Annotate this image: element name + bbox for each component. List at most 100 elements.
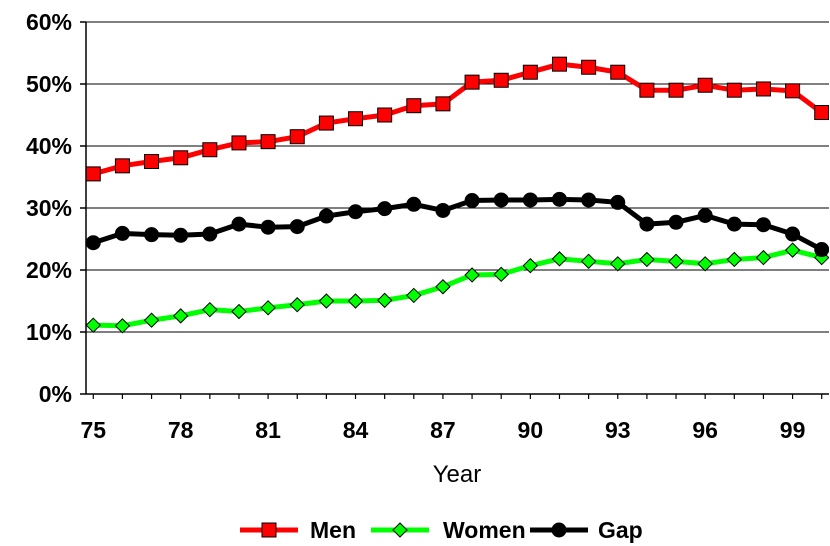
- data-point-men: [231, 135, 247, 151]
- data-point-gap: [318, 208, 334, 224]
- legend-item-women: Women: [371, 517, 526, 543]
- data-point-men: [85, 166, 101, 182]
- series-women: [85, 242, 829, 334]
- series-gap: [85, 191, 829, 258]
- data-point-men: [522, 64, 538, 80]
- x-axis: 75 78 81 84 87 90 93 96 99: [80, 394, 823, 443]
- data-point-gap: [231, 216, 247, 232]
- data-point-gap: [551, 191, 567, 207]
- y-tick-label: 60%: [26, 9, 72, 35]
- data-point-gap: [173, 227, 189, 243]
- x-tick-label: 90: [518, 417, 544, 443]
- legend-marker-men: [261, 522, 277, 538]
- data-point-women: [260, 300, 276, 316]
- data-point-gap: [668, 214, 684, 230]
- data-point-men: [551, 56, 567, 72]
- x-tick-label: 75: [80, 417, 106, 443]
- y-tick-label: 0%: [39, 381, 72, 407]
- data-point-gap: [144, 227, 160, 243]
- data-point-gap: [202, 226, 218, 242]
- data-point-men: [406, 98, 422, 114]
- y-tick-label: 40%: [26, 133, 72, 159]
- data-point-men: [289, 129, 305, 145]
- legend-item-gap: Gap: [530, 517, 643, 543]
- data-point-men: [144, 154, 160, 169]
- legend-label-gap: Gap: [598, 517, 643, 543]
- data-point-men: [639, 82, 655, 98]
- data-point-men: [377, 107, 393, 123]
- data-point-men: [435, 96, 451, 112]
- data-point-women: [522, 257, 539, 274]
- series-line-gap: [92, 196, 823, 252]
- data-point-gap: [114, 225, 130, 241]
- data-point-gap: [639, 216, 655, 232]
- data-point-women: [347, 293, 364, 309]
- data-point-women: [85, 317, 101, 333]
- data-point-gap: [726, 216, 742, 232]
- data-point-women: [784, 242, 801, 258]
- data-point-women: [580, 253, 597, 270]
- data-point-gap: [493, 192, 509, 208]
- legend-marker-women: [392, 522, 408, 538]
- x-tick-label: 84: [343, 417, 369, 443]
- data-point-gap: [289, 219, 305, 235]
- x-axis-title: Year: [433, 461, 482, 488]
- data-point-men: [755, 81, 771, 97]
- data-point-women: [376, 292, 393, 309]
- data-point-men: [202, 142, 218, 158]
- legend: Men Women Gap: [240, 517, 643, 543]
- data-point-men: [318, 115, 334, 131]
- data-point-gap: [581, 192, 597, 208]
- legend-marker-gap: [551, 522, 567, 538]
- y-tick-label: 20%: [26, 257, 72, 283]
- data-point-women: [493, 266, 509, 283]
- data-point-men: [464, 74, 480, 90]
- data-point-women: [143, 312, 160, 328]
- data-point-women: [202, 301, 218, 318]
- data-point-men: [114, 158, 130, 174]
- x-tick-label: 81: [255, 417, 281, 443]
- series-clipped: [85, 56, 829, 334]
- data-point-women: [231, 303, 247, 320]
- data-point-men: [493, 72, 509, 88]
- series-men: [85, 56, 829, 182]
- data-point-women: [172, 308, 189, 324]
- data-point-men: [348, 111, 364, 127]
- data-point-men: [726, 82, 742, 98]
- data-point-gap: [377, 201, 393, 217]
- data-point-gap: [85, 235, 101, 251]
- data-point-gap: [697, 207, 713, 223]
- data-point-men: [785, 83, 801, 99]
- legend-label-men: Men: [310, 517, 356, 543]
- x-tick-label: 87: [430, 417, 456, 443]
- data-point-men: [697, 77, 713, 93]
- data-point-men: [610, 64, 626, 80]
- data-point-women: [406, 287, 422, 304]
- series-layer: [85, 56, 829, 334]
- data-point-men: [260, 134, 276, 150]
- y-tick-label: 10%: [26, 319, 72, 345]
- data-point-women: [551, 251, 568, 267]
- data-point-gap: [610, 194, 626, 210]
- data-point-gap: [785, 226, 801, 242]
- data-point-women: [114, 318, 131, 334]
- data-point-women: [697, 256, 713, 272]
- data-point-women: [464, 267, 480, 283]
- data-point-women: [289, 297, 305, 313]
- data-point-women: [726, 251, 743, 268]
- data-point-gap: [755, 217, 771, 233]
- data-point-women: [318, 293, 335, 309]
- x-tick-label: 99: [780, 417, 806, 443]
- data-point-women: [639, 251, 655, 268]
- data-point-women: [668, 253, 684, 270]
- data-point-gap: [435, 202, 451, 218]
- data-point-gap: [348, 204, 364, 220]
- data-point-men: [581, 59, 597, 75]
- data-point-gap: [814, 242, 829, 258]
- data-point-women: [755, 249, 772, 266]
- data-point-men: [173, 150, 189, 166]
- legend-item-men: Men: [240, 517, 356, 543]
- x-tick-label: 78: [168, 417, 194, 443]
- legend-label-women: Women: [443, 517, 526, 543]
